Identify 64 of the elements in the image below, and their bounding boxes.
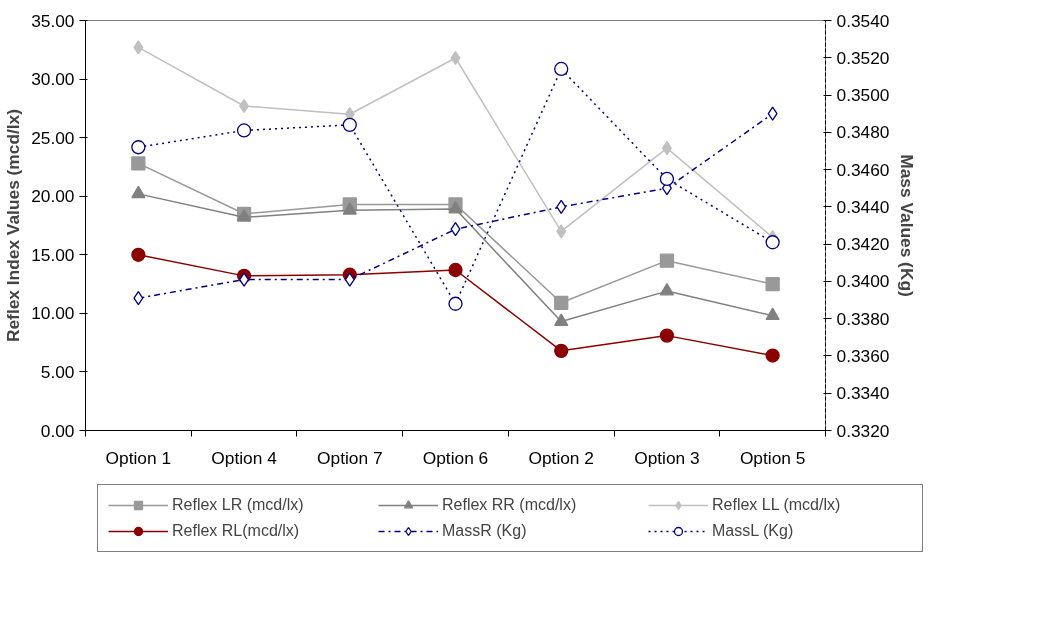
point: [659, 253, 675, 268]
y-tick-label: 15.00: [31, 244, 75, 265]
x-tick-label: Option 4: [211, 447, 278, 468]
point: [239, 272, 250, 287]
point: [659, 328, 675, 343]
point: [133, 40, 144, 55]
point: [450, 222, 461, 237]
point: [659, 282, 675, 296]
x-tick-label: Option 3: [634, 447, 700, 468]
y-tick-label: 35.00: [31, 10, 75, 31]
point: [448, 262, 463, 278]
point: [133, 291, 144, 306]
y2-axis-title: Mass Values (Kg): [897, 154, 918, 297]
x-tick-label: Option 1: [105, 447, 172, 468]
y-tick-label: 0.00: [40, 420, 75, 441]
point: [661, 141, 672, 156]
y2-tick-label: 0.3540: [836, 10, 890, 31]
point: [131, 247, 146, 262]
point: [342, 117, 357, 132]
legend-label: Reflex RL(mcd/lx): [172, 521, 301, 540]
legend-label: Reflex LR (mcd/lx): [172, 495, 305, 514]
legend-label: MassL (Kg): [712, 521, 795, 540]
x-tick-label: Option 6: [422, 447, 489, 468]
y2-tick-label: 0.3460: [836, 159, 890, 180]
x-tick-label: Option 5: [739, 447, 806, 468]
legend-label: MassR (Kg): [442, 521, 528, 540]
point: [344, 272, 355, 287]
point: [448, 296, 463, 311]
legend-label: Reflex LL (mcd/lx): [712, 495, 842, 514]
point: [342, 202, 357, 215]
x-tick-label: Option 7: [317, 447, 383, 468]
y2-tick-label: 0.3420: [836, 234, 890, 255]
point: [765, 307, 780, 321]
point: [131, 185, 146, 199]
y2-tick-label: 0.3480: [836, 122, 890, 143]
y2-tick-label: 0.3400: [836, 271, 890, 292]
point: [556, 224, 567, 239]
legend-label: Reflex RR (mcd/lx): [442, 495, 578, 514]
point: [131, 156, 146, 171]
y-tick-label: 20.00: [31, 186, 75, 207]
y-tick-label: 10.00: [31, 303, 75, 324]
point: [765, 276, 780, 292]
point: [767, 106, 778, 121]
y-tick-label: 30.00: [31, 69, 75, 90]
point: [765, 235, 780, 250]
y2-tick-label: 0.3520: [836, 47, 890, 68]
x-tick-label: Option 2: [528, 447, 594, 468]
y2-tick-label: 0.3360: [836, 345, 890, 366]
point: [554, 61, 569, 77]
y-axis-title: Reflex Index Values (mcd/lx): [3, 108, 24, 343]
y-tick-label: 25.00: [31, 127, 75, 148]
y2-tick-label: 0.3320: [836, 420, 890, 441]
point: [554, 313, 569, 326]
point: [236, 123, 252, 138]
y2-tick-label: 0.3440: [836, 196, 890, 217]
y-tick-label: 5.00: [40, 361, 75, 382]
point: [765, 348, 780, 363]
point: [131, 140, 146, 155]
point: [554, 343, 569, 358]
point: [659, 171, 675, 187]
point: [554, 295, 569, 310]
y2-tick-label: 0.3380: [836, 308, 890, 329]
y2-tick-label: 0.3500: [836, 85, 890, 106]
y2-tick-label: 0.3340: [836, 383, 890, 404]
